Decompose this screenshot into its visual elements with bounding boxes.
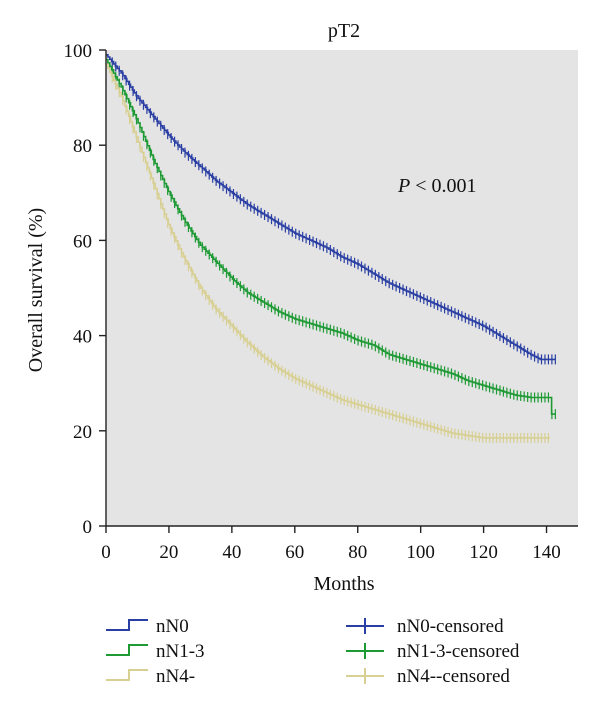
series-layer: [106, 54, 556, 443]
x-tick-label: 0: [101, 542, 111, 563]
y-tick-label: 100: [64, 41, 93, 62]
censor-marks-nN4-: [111, 72, 550, 443]
y-tick-label: 60: [73, 231, 92, 252]
censor-marks-nN1-3: [111, 65, 556, 420]
x-tick-label: 20: [159, 542, 178, 563]
legend-swatch-nN0: [106, 619, 148, 631]
legend-label-nN4--censored: nN4--censored: [397, 666, 510, 687]
x-tick-label: 120: [469, 542, 498, 563]
legend-swatch-nN1-3: [106, 644, 148, 656]
legend-label-nN1-3-censored: nN1-3-censored: [397, 641, 520, 662]
y-axis-label: Overall survival (%): [25, 208, 47, 372]
x-axis-label: Months: [313, 573, 374, 595]
plot-background: [106, 50, 578, 526]
p-value-symbol: P: [397, 175, 410, 197]
curve-nN1-3: [106, 58, 556, 415]
x-tick-label: 140: [532, 542, 561, 563]
p-value-text: < 0.001: [410, 175, 476, 197]
x-tick-label: 100: [406, 542, 435, 563]
x-tick-label: 80: [348, 542, 367, 563]
legend-label-nN0: nN0: [156, 616, 189, 637]
legend-label-nN1-3: nN1-3: [156, 641, 205, 662]
legend-swatch-nN4-: [106, 669, 148, 681]
p-value-annotation: P < 0.001: [397, 175, 477, 197]
y-tick-label: 80: [73, 136, 92, 157]
legend-label-nN4-: nN4-: [156, 666, 195, 687]
axes-layer: 0 20 40 60 80 100 0 20 40 60 80 100 120 140: [64, 41, 578, 563]
x-tick-label: 40: [222, 542, 241, 563]
x-tick-label: 60: [285, 542, 304, 563]
y-tick-label: 40: [73, 327, 92, 348]
legend-label-nN0-censored: nN0-censored: [397, 616, 504, 637]
legend: nN0 nN0-censored nN1-3 nN1-3-censored nN4- nN…: [106, 616, 520, 687]
censor-marks-nN0: [111, 57, 556, 365]
y-tick-label: 20: [73, 422, 92, 443]
chart-title: pT2: [328, 20, 360, 42]
y-tick-label: 0: [83, 517, 93, 538]
